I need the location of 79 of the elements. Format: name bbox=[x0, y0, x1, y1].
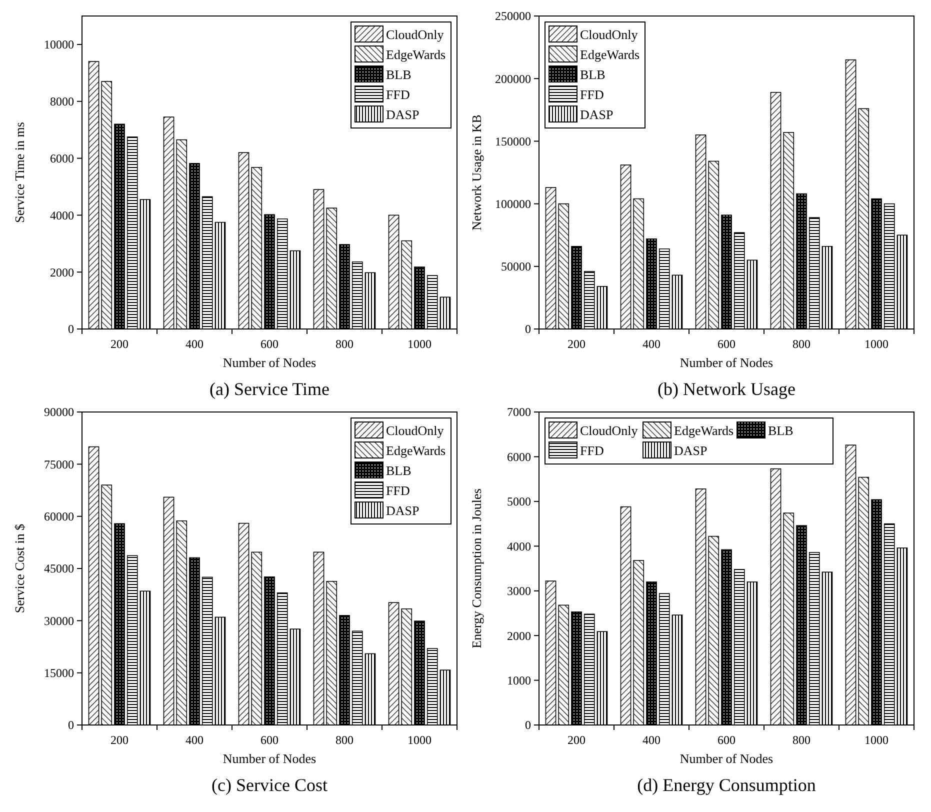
x-tick-label: 400 bbox=[186, 337, 204, 351]
y-tick-label: 2000 bbox=[50, 265, 74, 280]
legend-label: BLB bbox=[386, 463, 412, 478]
legend-label: CloudOnly bbox=[386, 423, 444, 438]
legend-label: EdgeWards bbox=[580, 47, 640, 62]
x-axis-title: Number of Nodes bbox=[680, 751, 774, 766]
y-tick-label: 0 bbox=[525, 322, 531, 336]
legend-label: FFD bbox=[386, 483, 410, 498]
legend-label: BLB bbox=[386, 67, 412, 82]
x-tick-label: 600 bbox=[718, 733, 736, 747]
x-tick-label: 400 bbox=[186, 733, 204, 747]
x-tick-label: 400 bbox=[642, 733, 660, 747]
y-tick-label: 3000 bbox=[507, 584, 531, 598]
y-tick-label: 5000 bbox=[507, 494, 531, 509]
y-tick-label: 100000 bbox=[495, 197, 531, 211]
y-tick-label: 8000 bbox=[50, 94, 74, 109]
legend-label: CloudOnly bbox=[580, 27, 638, 42]
x-tick-label: 400 bbox=[642, 337, 660, 351]
text: (d) Energy Consumption bbox=[637, 775, 816, 795]
y-tick-label: 75000 bbox=[44, 457, 74, 472]
legend-label: DASP bbox=[674, 443, 708, 458]
x-tick-label: 800 bbox=[336, 733, 354, 747]
x-tick-label: 1000 bbox=[864, 337, 888, 351]
y-axis-title: Service Cost in $ bbox=[12, 523, 27, 614]
text: (c) Service Cost bbox=[212, 775, 328, 795]
y-tick-label: 50000 bbox=[501, 260, 531, 274]
y-tick-label: 200000 bbox=[495, 72, 531, 86]
y-axis-title: Energy Consumption in Joules bbox=[469, 488, 484, 648]
text: (a) Service Time bbox=[210, 379, 330, 399]
legend-label: BLB bbox=[768, 423, 794, 438]
x-tick-label: 800 bbox=[792, 733, 810, 747]
legend-label: EdgeWards bbox=[386, 443, 446, 458]
x-axis-title: Number of Nodes bbox=[222, 355, 316, 370]
y-tick-label: 6000 bbox=[507, 450, 531, 464]
y-axis-title: Network Usage in KB bbox=[469, 114, 484, 230]
legend-label: FFD bbox=[386, 87, 410, 102]
x-tick-label: 800 bbox=[336, 337, 354, 351]
y-tick-label: 2000 bbox=[507, 628, 531, 643]
x-tick-label: 600 bbox=[260, 733, 278, 747]
y-tick-label: 0 bbox=[68, 322, 74, 336]
x-tick-label: 800 bbox=[792, 337, 810, 351]
x-tick-label: 1000 bbox=[408, 733, 432, 747]
y-tick-label: 0 bbox=[525, 718, 531, 732]
y-tick-label: 6000 bbox=[50, 151, 74, 166]
legend-label: CloudOnly bbox=[386, 27, 444, 42]
y-tick-label: 45000 bbox=[44, 562, 74, 576]
legend-label: EdgeWards bbox=[674, 423, 734, 438]
y-tick-label: 4000 bbox=[50, 208, 74, 222]
y-axis-title: Service Time in ms bbox=[12, 122, 27, 223]
text: (b) Network Usage bbox=[658, 379, 796, 399]
x-tick-label: 200 bbox=[568, 733, 586, 747]
legend-label: DASP bbox=[386, 107, 420, 122]
legend-label: EdgeWards bbox=[386, 47, 446, 62]
y-tick-label: 250000 bbox=[495, 9, 531, 24]
x-tick-label: 200 bbox=[568, 337, 586, 351]
x-tick-label: 600 bbox=[718, 337, 736, 351]
legend-label: FFD bbox=[580, 443, 604, 458]
legend-label: BLB bbox=[580, 67, 606, 82]
y-tick-label: 90000 bbox=[44, 405, 74, 420]
x-tick-label: 1000 bbox=[408, 337, 432, 351]
y-tick-label: 60000 bbox=[44, 510, 74, 524]
legend-label: FFD bbox=[580, 87, 604, 102]
y-tick-label: 30000 bbox=[44, 614, 74, 628]
x-axis-title: Number of Nodes bbox=[680, 355, 774, 370]
y-tick-label: 1000 bbox=[507, 673, 531, 688]
legend-label: CloudOnly bbox=[580, 423, 638, 438]
legend-label: DASP bbox=[580, 107, 614, 122]
y-tick-label: 4000 bbox=[507, 539, 531, 554]
y-tick-label: 150000 bbox=[495, 134, 531, 148]
y-tick-label: 10000 bbox=[44, 38, 74, 52]
x-tick-label: 600 bbox=[260, 337, 278, 351]
y-tick-label: 7000 bbox=[507, 405, 531, 420]
x-axis-title: Number of Nodes bbox=[222, 751, 316, 766]
x-tick-label: 1000 bbox=[864, 733, 888, 747]
x-tick-label: 200 bbox=[110, 733, 128, 747]
legend-label: DASP bbox=[386, 503, 420, 518]
y-tick-label: 15000 bbox=[44, 666, 74, 680]
y-tick-label: 0 bbox=[68, 718, 74, 732]
x-tick-label: 200 bbox=[110, 337, 128, 351]
